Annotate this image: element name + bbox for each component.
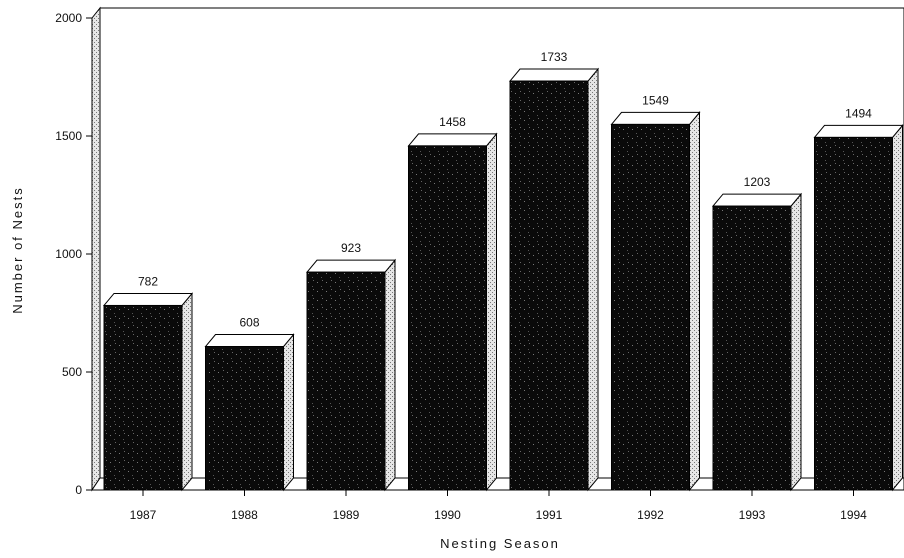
bar-top: [102, 292, 194, 306]
bar-front: [712, 205, 792, 491]
x-tick-label: 1993: [739, 508, 766, 522]
data-label: 923: [341, 241, 361, 255]
bar-side: [689, 111, 700, 492]
bar-top: [813, 124, 904, 138]
bar-side: [587, 67, 599, 492]
bar-front: [509, 80, 589, 491]
bar-side: [892, 124, 903, 492]
y-axis: 0 500 1000 1500 2000: [55, 11, 92, 497]
bar-side: [486, 132, 497, 492]
bars: 782 608 923 1458 1733 1549 1203 1494: [102, 50, 904, 492]
bar-side: [790, 192, 802, 492]
bar-1990: 1458: [407, 115, 498, 492]
x-tick-label: 1988: [231, 508, 258, 522]
y-tick-label: 0: [75, 483, 82, 497]
y-tick-label: 1500: [55, 129, 82, 143]
bar-side: [283, 333, 294, 492]
data-label: 1494: [845, 106, 872, 120]
bar-front: [408, 145, 487, 491]
bar-top: [204, 334, 295, 348]
y-tick-label: 500: [62, 365, 82, 379]
bar-1994: 1494: [813, 106, 904, 492]
bar-side: [181, 292, 193, 492]
bar-top: [508, 68, 600, 82]
bar-1987: 782: [102, 274, 194, 492]
bar-1989: 923: [305, 241, 397, 492]
bar-1992: 1549: [610, 93, 701, 492]
data-label: 1549: [642, 93, 669, 107]
y-tick-label: 1000: [55, 247, 82, 261]
x-axis-title: Nesting Season: [440, 536, 560, 551]
x-tick-label: 1991: [536, 508, 563, 522]
x-tick-label: 1994: [840, 508, 867, 522]
bar-front: [611, 123, 690, 491]
data-label: 608: [239, 316, 259, 330]
bar-front: [814, 136, 893, 491]
left-wall: [91, 6, 101, 492]
bar-1991: 1733: [508, 50, 600, 492]
bar-top: [711, 193, 803, 207]
bar-top: [305, 259, 397, 273]
bar-front: [205, 346, 284, 491]
bar-front: [103, 304, 183, 491]
y-tick-label: 2000: [55, 11, 82, 25]
bar-side: [384, 258, 396, 492]
x-axis: 1987 1988 1989 1990 1991 1992 1993 1994: [130, 490, 867, 522]
data-label: 1733: [541, 50, 568, 64]
x-tick-label: 1987: [130, 508, 157, 522]
x-tick-label: 1990: [434, 508, 461, 522]
bar-1993: 1203: [711, 175, 803, 492]
data-label: 1203: [744, 175, 771, 189]
x-tick-label: 1992: [637, 508, 664, 522]
x-tick-label: 1989: [333, 508, 360, 522]
y-axis-title: Number of Nests: [10, 186, 25, 314]
data-label: 782: [138, 274, 158, 288]
bar-top: [407, 133, 498, 147]
bar-1988: 608: [204, 316, 295, 492]
bar-top: [610, 111, 701, 125]
data-label: 1458: [439, 115, 466, 129]
bar-front: [306, 271, 386, 491]
